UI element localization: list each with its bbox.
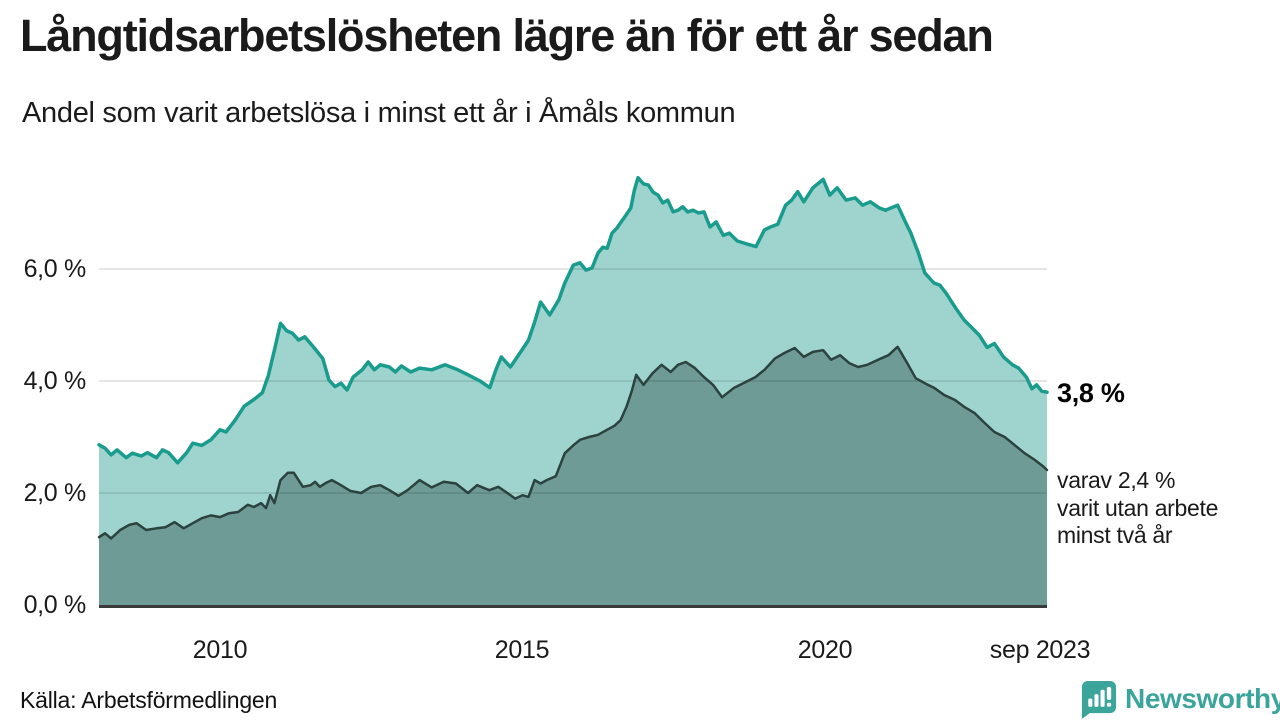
sub-annotation-line-2: varit utan arbete: [1057, 494, 1219, 521]
x-axis-label-sep-2023: sep 2023: [989, 636, 1091, 664]
sub-annotation-line-1: varav 2,4 %: [1057, 467, 1176, 493]
newsworthy-logo-text: Newsworthy: [1125, 683, 1280, 714]
upper-area-fill: [99, 177, 1047, 605]
newsworthy-logo: Newsworthy: [1079, 679, 1280, 719]
y-axis-label-2: 2,0 %: [23, 479, 87, 507]
upper-series-line: [97, 175, 1049, 465]
x-axis-label-2020: 2020: [797, 636, 853, 664]
latest-value-annotation: 3,8 %: [1057, 378, 1125, 408]
newsworthy-logo-icon: [1081, 680, 1117, 719]
chart-gridlines: [99, 268, 1047, 494]
lower-series-line: [97, 345, 1049, 540]
y-axis-label-4: 4,0 %: [23, 367, 87, 395]
chart-series-lines: [97, 175, 1049, 540]
chart-title: Långtidsarbetslösheten lägre än för ett …: [20, 10, 994, 61]
y-axis-label-6: 6,0 %: [23, 255, 87, 283]
chart-subtitle: Andel som varit arbetslösa i minst ett å…: [22, 97, 736, 129]
lower-area-fill: [99, 346, 1047, 605]
x-axis-label-2010: 2010: [192, 636, 248, 664]
x-axis-label-2015: 2015: [494, 636, 550, 664]
sub-series-annotation: varav 2,4 % varit utan arbete minst två …: [1057, 467, 1272, 550]
sub-annotation-line-3: minst två år: [1057, 522, 1173, 548]
chart-area-fills: [99, 177, 1047, 605]
source-label: Källa: Arbetsförmedlingen: [20, 687, 278, 713]
y-axis-label-0: 0,0 %: [23, 591, 87, 619]
